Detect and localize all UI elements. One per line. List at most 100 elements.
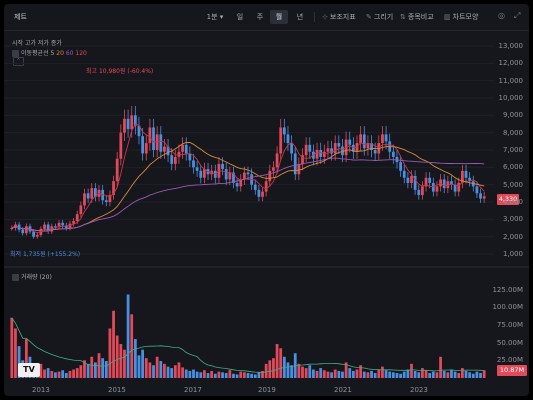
ma5-value: 5 [50, 50, 55, 57]
price-chart[interactable] [4, 4, 529, 396]
volume-bar [46, 368, 50, 378]
candle-body [90, 188, 94, 199]
high-annotation: 최고 10,980원 (-60.4%) [86, 68, 154, 75]
volume-bar [468, 372, 472, 378]
volume-bar [428, 373, 432, 378]
candle-body [286, 134, 290, 144]
volume-bar [224, 373, 228, 378]
candle-body [130, 115, 134, 130]
candle-body [10, 228, 14, 229]
candle-body [272, 167, 275, 171]
volume-bar [341, 371, 344, 378]
volume-bar [391, 372, 395, 378]
volume-bar [210, 370, 214, 378]
volume-bar [181, 367, 184, 378]
volume-bar [148, 362, 152, 378]
volume-bar [286, 362, 290, 378]
volume-tick: 25.00M [496, 356, 523, 365]
tab-week[interactable]: 주 [256, 13, 264, 21]
price-tick: 9,000 [502, 111, 523, 120]
volume-bar [57, 371, 61, 378]
volume-bar [272, 358, 275, 378]
volume-bar [366, 372, 370, 378]
volume-bar [10, 317, 14, 378]
candle-body [297, 163, 301, 175]
compare-button[interactable]: ⇅ 종목비교 [400, 13, 434, 21]
volume-bar [228, 370, 232, 378]
price-tick: 1,000 [502, 250, 523, 258]
candle-body [32, 231, 35, 237]
ma20-value: 20 [56, 50, 64, 57]
volume-bar [242, 372, 246, 378]
tab-month[interactable]: 월 [270, 10, 288, 24]
candle-body [446, 181, 450, 189]
volume-bar [159, 361, 163, 378]
candle-body [431, 182, 435, 192]
candle-body [424, 177, 428, 187]
volume-bar [264, 363, 268, 378]
camera-icon[interactable]: ◎ [498, 11, 505, 20]
candle-body [341, 146, 344, 156]
volume-bar [90, 356, 94, 378]
candle-body [43, 224, 46, 229]
candle-body [108, 195, 112, 202]
ma-legend[interactable]: 이동평균선 5 20 60 120 [12, 48, 87, 57]
volume-bar [304, 368, 308, 378]
chart-style-button[interactable]: ▥ 차트모양 [444, 13, 479, 21]
candle-body [439, 179, 442, 187]
candle-body [188, 153, 192, 161]
volume-bar [377, 369, 381, 378]
volume-bar [471, 373, 475, 378]
volume-bar [279, 348, 283, 378]
tab-year[interactable]: 년 [296, 13, 304, 21]
volume-bar [424, 370, 428, 378]
volume-bar [290, 365, 293, 378]
collapse-legend-icon[interactable]: ⌃ [13, 57, 24, 66]
volume-bar [410, 363, 413, 378]
volume-bar [68, 370, 72, 378]
indicators-button[interactable]: ⊹ 보조지표 [322, 13, 356, 21]
ohlc-legend: 시작 고가 저가 종가 [12, 40, 62, 47]
volume-bar [86, 363, 90, 378]
volume-bar [250, 373, 254, 378]
volume-bar [206, 373, 210, 378]
candle-body [279, 127, 283, 154]
time-tick: 2013 [32, 386, 50, 394]
candle-body [115, 158, 119, 182]
volume-bar [61, 370, 65, 378]
volume-bar [126, 294, 130, 378]
candle-body [141, 136, 145, 154]
candle-body [177, 151, 181, 157]
ma20-line [11, 142, 485, 232]
volume-bar [155, 356, 159, 378]
volume-bar [450, 369, 453, 378]
volume-ma-line [11, 317, 485, 373]
candle-body [173, 156, 177, 164]
candle-body [275, 153, 279, 168]
candle-body [239, 179, 243, 187]
volume-bar [446, 372, 450, 378]
candle-body [235, 182, 239, 187]
drawing-button[interactable]: ✎ 그리기 [366, 13, 394, 21]
tab-day[interactable]: 일 [236, 13, 244, 21]
volume-bar [413, 370, 417, 378]
candle-body [442, 179, 446, 189]
last-volume-tag: 10.87M [497, 365, 527, 376]
ma60-line [11, 157, 485, 232]
fullscreen-icon[interactable]: ⤢ [514, 11, 521, 20]
volume-bar [439, 356, 442, 378]
candle-body [373, 150, 377, 154]
candle-body [170, 155, 174, 164]
volume-bar [152, 365, 155, 378]
volume-bar [203, 370, 206, 378]
last-price-tag: 4,330 [497, 194, 519, 205]
volume-bar [101, 358, 105, 378]
volume-bar [221, 372, 224, 378]
volume-bar [170, 368, 174, 378]
candle-body [192, 160, 195, 168]
candle-body [123, 118, 126, 133]
volume-bar [475, 371, 479, 378]
price-tick: 12,000 [498, 59, 524, 68]
volume-bar [333, 369, 337, 378]
interval-dropdown[interactable]: 1분 ▾ [206, 13, 224, 21]
